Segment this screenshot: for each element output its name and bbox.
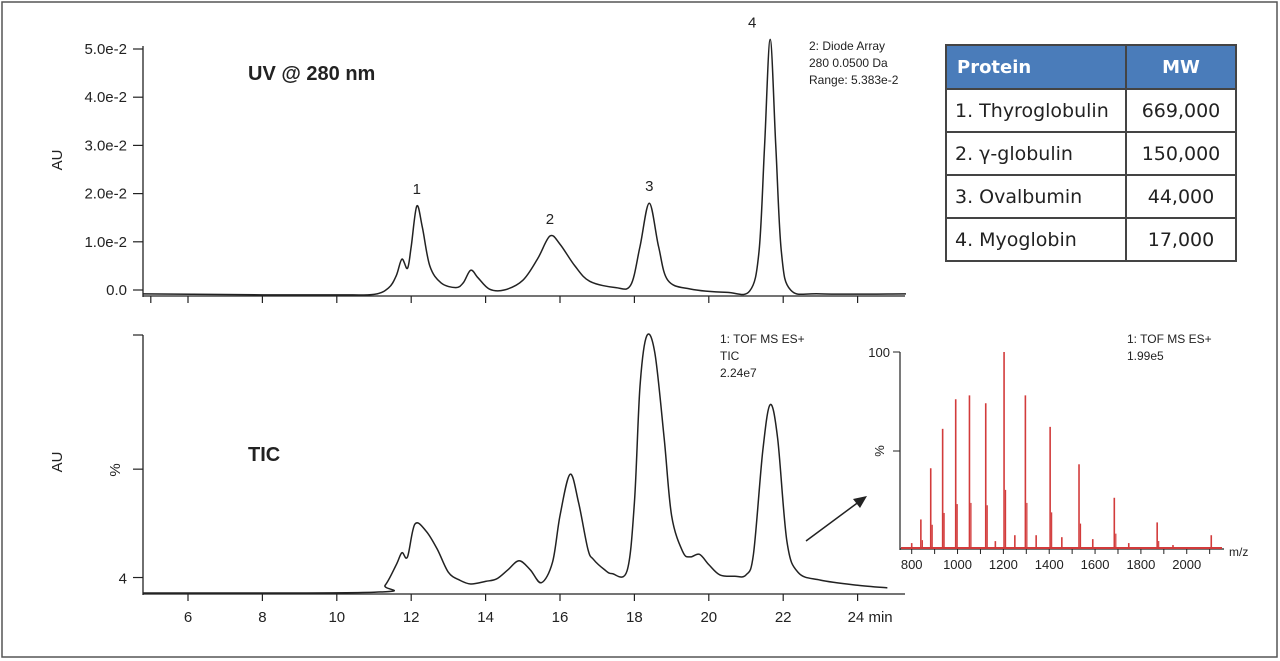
uv-y-tick-label: 4.0e-2 xyxy=(84,89,127,106)
ms-y-axis-label: % xyxy=(872,445,887,457)
uv-annotation-line-3: Range: 5.383e-2 xyxy=(809,73,899,87)
tic-annotation-line-1: 1: TOF MS ES+ xyxy=(720,332,805,346)
tic-y-axis-percent-label: % xyxy=(107,463,124,476)
tic-x-tick-label: 8 xyxy=(258,609,266,626)
peak-label: 2 xyxy=(546,211,554,228)
uv-y-tick-label: 1.0e-2 xyxy=(84,234,127,251)
table-row: 1. Thyroglobulin 669,000 xyxy=(945,88,1237,133)
arrow xyxy=(805,496,867,542)
peak-label: 3 xyxy=(645,178,653,195)
ms-x-tick-label: 1000 xyxy=(943,557,972,572)
uv-annotation-line-2: 280 0.0500 Da xyxy=(809,56,888,70)
tic-x-tick-label: 14 xyxy=(477,609,494,626)
protein-mw: 44,000 xyxy=(1125,174,1237,219)
uv-annotation-line-1: 2: Diode Array xyxy=(809,39,885,53)
tic-x-tick-label: 20 xyxy=(700,609,717,626)
ms-annotation-line-1: 1: TOF MS ES+ xyxy=(1127,332,1212,346)
protein-mw: 17,000 xyxy=(1125,217,1237,262)
table-header-row: Protein MW xyxy=(945,44,1237,90)
tic-x-tick-label: 16 xyxy=(552,609,569,626)
tic-x-tick-label: 24 min xyxy=(848,609,893,626)
uv-trace xyxy=(143,38,906,296)
uv-y-axis-label: AU xyxy=(49,150,66,171)
tic-annotation-line-3: 2.24e7 xyxy=(720,366,757,380)
peak-label: 4 xyxy=(748,14,756,31)
table-row: 3. Ovalbumin 44,000 xyxy=(945,174,1237,219)
protein-name: 1. Thyroglobulin xyxy=(945,88,1127,133)
tic-x-tick-label: 12 xyxy=(403,609,420,626)
arrow-head-icon xyxy=(853,496,867,508)
uv-title: UV @ 280 nm xyxy=(248,63,375,85)
ms-x-tick-label: 800 xyxy=(901,557,923,572)
ms-x-tick-label: 2000 xyxy=(1172,557,1201,572)
peak-label: 1 xyxy=(413,181,421,198)
mass-spectrum: % m/z 1: TOF MS ES+ 1.99e5 100 800 1000 120… xyxy=(868,332,1248,572)
protein-name: 2. γ-globulin xyxy=(945,131,1127,176)
uv-chromatogram: UV @ 280 nm AU 2: Diode Array 280 0.0500… xyxy=(49,14,906,303)
header-mw: MW xyxy=(1125,44,1237,90)
ms-x-tick-label: 1200 xyxy=(989,557,1018,572)
tic-annotation-line-2: TIC xyxy=(720,349,740,363)
tic-x-tick-label: 18 xyxy=(626,609,643,626)
protein-mw: 669,000 xyxy=(1125,88,1237,133)
ms-annotation-line-2: 1.99e5 xyxy=(1127,349,1164,363)
ms-x-tick-label: 1400 xyxy=(1035,557,1064,572)
tic-title: TIC xyxy=(248,444,280,466)
ms-y-tick-label: 100 xyxy=(868,345,890,360)
protein-mw: 150,000 xyxy=(1125,131,1237,176)
tic-x-tick-label: 6 xyxy=(184,609,192,626)
protein-table: Protein MW 1. Thyroglobulin 669,000 2. γ-… xyxy=(945,44,1237,262)
table-row: 2. γ-globulin 150,000 xyxy=(945,131,1237,176)
tic-x-tick-label: 10 xyxy=(328,609,345,626)
uv-y-tick-label: 3.0e-2 xyxy=(84,137,127,154)
protein-name: 4. Myoglobin xyxy=(945,217,1127,262)
uv-y-tick-label: 2.0e-2 xyxy=(84,186,127,203)
tic-trace xyxy=(143,333,888,594)
tic-y-axis-label: AU xyxy=(49,452,66,473)
arrow-line xyxy=(805,500,861,542)
table-row: 4. Myoglobin 17,000 xyxy=(945,217,1237,262)
ms-x-tick-label: 1800 xyxy=(1126,557,1155,572)
tic-x-tick-label: 22 xyxy=(775,609,792,626)
uv-y-tick-label: 0.0 xyxy=(106,282,127,299)
header-protein: Protein xyxy=(945,44,1127,90)
tic-y-tick-label: 4 xyxy=(119,571,127,588)
ms-x-axis-label: m/z xyxy=(1229,545,1248,559)
protein-name: 3. Ovalbumin xyxy=(945,174,1127,219)
uv-y-tick-label: 5.0e-2 xyxy=(84,41,127,58)
tic-chromatogram: TIC AU % 1: TOF MS ES+ TIC 2.24e7 4 6 8 10 1… xyxy=(49,332,905,626)
ms-x-tick-label: 1600 xyxy=(1081,557,1110,572)
